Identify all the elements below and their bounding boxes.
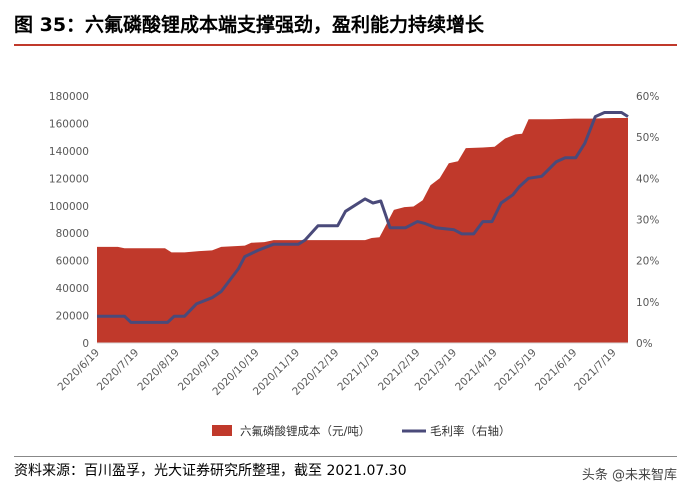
y-left-tick-label: 80000 bbox=[56, 228, 89, 240]
y-left-tick-label: 160000 bbox=[49, 118, 89, 130]
x-tick-label: 2020/7/19 bbox=[95, 347, 142, 394]
legend-swatch-area bbox=[212, 425, 232, 436]
y-axis-left: 0 20000 40000 60000 80000 100000 120000 140000 1… bbox=[49, 91, 89, 350]
plot-area bbox=[97, 111, 629, 344]
y-right-tick-label: 0% bbox=[636, 338, 653, 350]
legend: 六氟磷酸锂成本（元/吨） 毛利率（右轴） bbox=[212, 424, 511, 438]
y-left-tick-label: 180000 bbox=[49, 91, 89, 103]
margin-line-series bbox=[97, 111, 629, 324]
y-right-tick-label: 60% bbox=[636, 91, 659, 103]
y-left-tick-label: 0 bbox=[82, 338, 89, 350]
source-note: 资料来源：百川盈孚，光大证券研究所整理，截至 2021.07.30 bbox=[14, 463, 407, 479]
y-left-tick-label: 20000 bbox=[56, 311, 89, 323]
y-right-tick-label: 30% bbox=[636, 215, 659, 227]
watermark: 头条 @未来智库 bbox=[581, 468, 677, 483]
y-left-tick-label: 60000 bbox=[56, 256, 89, 268]
y-left-tick-label: 120000 bbox=[49, 173, 89, 185]
y-left-tick-label: 40000 bbox=[56, 283, 89, 295]
y-right-tick-label: 40% bbox=[636, 173, 659, 185]
y-right-tick-label: 20% bbox=[636, 256, 659, 268]
figure-title: 图 35：六氟磷酸锂成本端支撑强劲，盈利能力持续增长 bbox=[14, 14, 485, 36]
x-tick-label: 2021/1/19 bbox=[335, 347, 382, 394]
cost-area-series bbox=[97, 118, 628, 343]
title-rule bbox=[14, 44, 677, 46]
y-left-tick-label: 140000 bbox=[49, 146, 89, 158]
y-right-tick-label: 10% bbox=[636, 297, 659, 309]
legend-label: 毛利率（右轴） bbox=[430, 424, 511, 438]
x-tick-label: 2021/7/19 bbox=[572, 347, 619, 394]
legend-label: 六氟磷酸锂成本（元/吨） bbox=[240, 424, 370, 438]
x-tick-label: 2020/8/19 bbox=[135, 347, 182, 394]
y-left-tick-label: 100000 bbox=[49, 201, 89, 213]
x-axis: 2020/6/192020/7/192020/8/192020/9/192020… bbox=[56, 347, 619, 398]
source-rule bbox=[14, 456, 677, 457]
y-right-tick-label: 50% bbox=[636, 132, 659, 144]
y-axis-right: 0% 10% 20% 30% 40% 50% 60% bbox=[636, 91, 659, 350]
x-tick-label: 2021/5/19 bbox=[492, 347, 539, 394]
